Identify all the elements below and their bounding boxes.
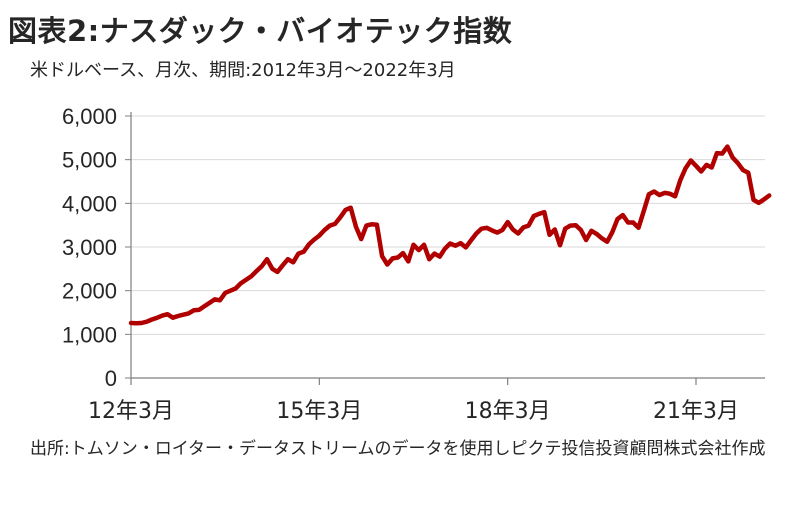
series-line-0 [128,144,772,326]
source-footnote: 出所:トムソン・ロイター・データストリームのデータを使用しピクテ投信投資顧問株式… [30,439,766,459]
x-tick-label: 12年3月 [88,399,174,424]
x-tick-label: 15年3月 [276,399,362,424]
y-tick-label: 0 [105,366,117,391]
chart-subtitle: 米ドルベース、月次、期間:2012年3月～2022年3月 [30,60,456,81]
x-tick-label: 21年3月 [653,399,739,424]
y-tick-label: 2,000 [62,279,117,304]
y-tick-label: 1,000 [62,322,117,347]
chart-title: 図表2:ナスダック・バイオテック指数 [8,14,513,48]
y-tick-label: 4,000 [62,191,117,216]
y-tick-label: 3,000 [62,235,117,260]
x-tick-label: 18年3月 [465,399,551,424]
y-tick-label: 5,000 [62,148,117,173]
y-tick-label: 6,000 [62,104,117,129]
